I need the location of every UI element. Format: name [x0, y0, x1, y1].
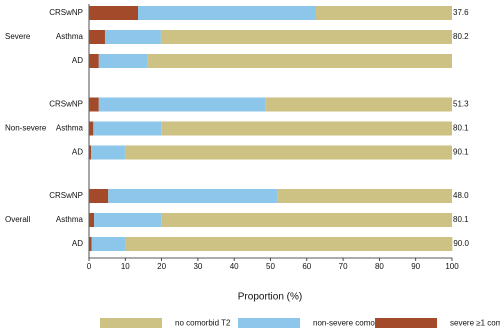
legend-swatch — [238, 318, 300, 328]
bar-segment — [124, 145, 452, 160]
bar-segment — [89, 237, 92, 251]
bar-segment — [98, 97, 266, 112]
x-tick-label: 70 — [339, 262, 348, 271]
bar-segment — [89, 30, 105, 44]
bar-segment — [277, 189, 452, 203]
data-label: 51.3 — [453, 100, 469, 109]
x-tick-label: 30 — [193, 262, 202, 271]
bar-segment — [315, 6, 452, 20]
bar-segment — [160, 30, 452, 44]
x-tick-label: 20 — [157, 262, 166, 271]
bar-segment — [91, 145, 125, 160]
bar-segment — [94, 213, 162, 227]
bar-segment — [265, 97, 452, 112]
bar-segment — [161, 213, 452, 227]
bar-segment — [89, 145, 92, 160]
data-label: 90.0 — [453, 239, 469, 248]
bar-segment — [93, 121, 162, 136]
x-tick-label: 90 — [411, 262, 420, 271]
legend-label: severe ≥1 comorbid T2 — [450, 319, 500, 328]
data-label: 48.0 — [453, 191, 469, 200]
y-tick-label: Asthma — [56, 215, 84, 224]
group-label: Severe — [5, 32, 31, 41]
x-tick-label: 100 — [445, 262, 459, 271]
bar-segment — [89, 121, 94, 136]
legend-swatch — [375, 318, 437, 328]
legend-label: no comorbid T2 — [175, 319, 231, 328]
y-tick-label: AD — [72, 56, 83, 65]
group-label: Overall — [5, 215, 31, 224]
legend-label: non-severe comorbid T2 — [313, 319, 400, 328]
y-tick-label: Asthma — [56, 32, 84, 41]
x-tick-label: 10 — [121, 262, 130, 271]
x-tick-label: 40 — [230, 262, 239, 271]
bar-segment — [138, 6, 316, 20]
bar-segment — [89, 97, 99, 112]
bar-segment — [125, 237, 453, 251]
bar-segment — [89, 189, 109, 203]
group-label: Non-severe — [5, 124, 47, 133]
bar-segment — [98, 54, 148, 68]
y-tick-label: CRSwNP — [49, 100, 83, 109]
x-axis-title: Proportion (%) — [238, 292, 302, 303]
x-tick-label: 80 — [375, 262, 384, 271]
data-label: 80.2 — [453, 32, 469, 41]
bar-segment — [108, 189, 278, 203]
bar-segment — [89, 213, 95, 227]
y-tick-label: CRSwNP — [49, 8, 83, 17]
data-label: 80.1 — [453, 124, 469, 133]
y-tick-label: AD — [72, 148, 83, 157]
bar-segment — [89, 54, 99, 68]
bar-segment — [91, 237, 126, 251]
x-tick-label: 50 — [266, 262, 275, 271]
legend-swatch — [100, 318, 162, 328]
y-tick-label: Asthma — [56, 124, 84, 133]
x-tick-label: 0 — [87, 262, 92, 271]
bar-segment — [147, 54, 452, 68]
bar-segment — [161, 121, 452, 136]
y-tick-label: AD — [72, 239, 83, 248]
y-tick-label: CRSwNP — [49, 191, 83, 200]
bar-segment — [89, 6, 139, 20]
bar-segment — [104, 30, 161, 44]
data-label: 90.1 — [453, 148, 469, 157]
data-label: 80.1 — [453, 215, 469, 224]
data-label: 37.6 — [453, 8, 469, 17]
x-tick-label: 60 — [302, 262, 311, 271]
